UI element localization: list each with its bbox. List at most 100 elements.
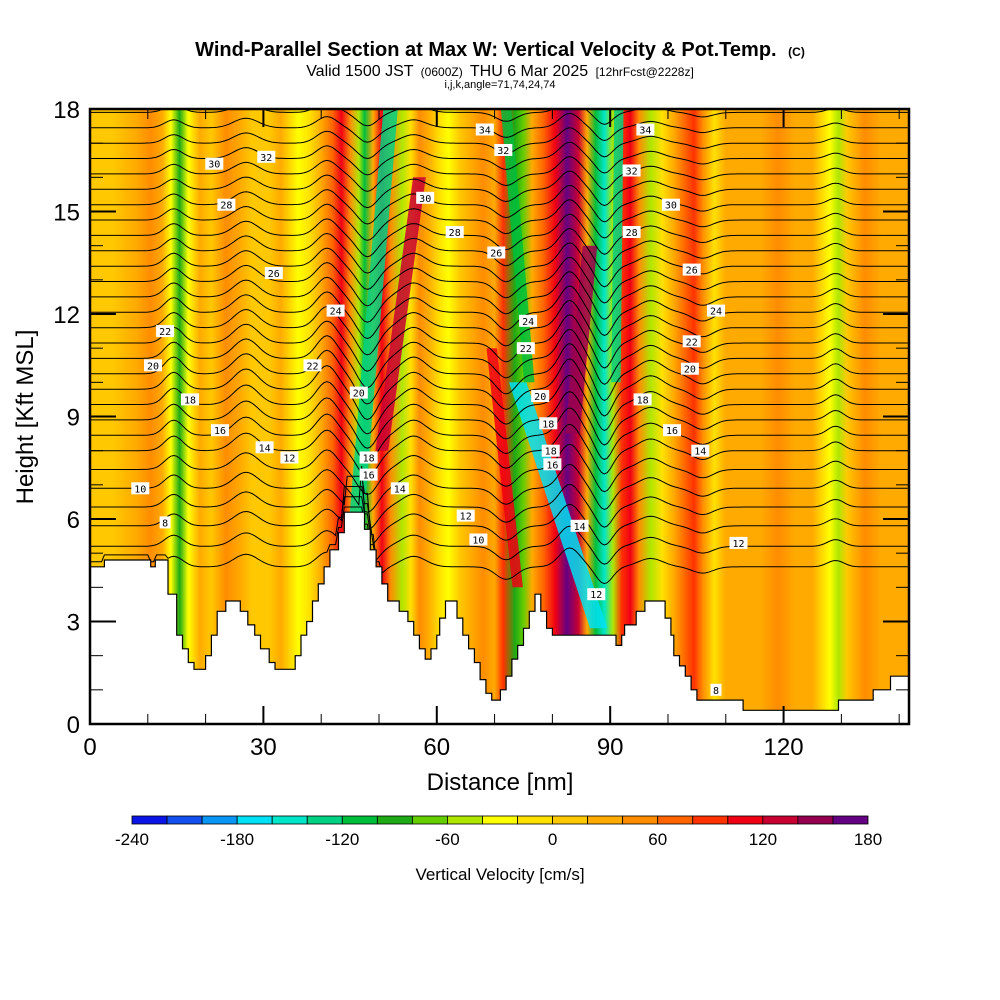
contour-label: 20 xyxy=(680,362,699,376)
contour-label-text: 8 xyxy=(713,686,719,697)
contour-label-bg xyxy=(359,451,378,464)
contour-label: 14 xyxy=(691,444,710,458)
isentrope-line xyxy=(90,112,908,143)
contour-label-text: 12 xyxy=(460,512,472,523)
colorbar-swatch xyxy=(517,815,553,825)
isentrope-line xyxy=(90,156,908,192)
contour-label-text: 24 xyxy=(522,317,534,328)
plot-frame xyxy=(88,107,911,726)
colorbar-title: Vertical Velocity [cm/s] xyxy=(415,865,584,884)
y-tick-label: 6 xyxy=(67,507,80,534)
valid-date: THU 6 Mar 2025 xyxy=(470,63,588,80)
contour-label-bg xyxy=(539,417,558,430)
colorbar-swatch xyxy=(727,815,764,825)
contour-label-text: 28 xyxy=(626,228,638,239)
contour-label-bg xyxy=(280,451,299,464)
contour-label-text: 16 xyxy=(363,471,375,482)
colorbar: -240 -180 -120 -60 0 60 120 180 xyxy=(115,815,882,849)
contour-label-text: 26 xyxy=(490,249,502,260)
contour-label: 26 xyxy=(487,246,506,260)
colorbar-tick-label: 0 xyxy=(548,830,557,849)
isentrope-line xyxy=(90,328,908,389)
contour-label-bg xyxy=(680,362,699,375)
contour-label-text: 12 xyxy=(590,590,602,601)
x-tick-label: 120 xyxy=(764,734,804,761)
contour-label-text: 14 xyxy=(694,447,706,458)
colorbar-tick-label: -60 xyxy=(435,830,460,849)
colorbar-tick-label: -180 xyxy=(220,830,254,849)
contour-label: 30 xyxy=(661,198,680,212)
isentrope-line xyxy=(90,271,908,323)
contour-label: 12 xyxy=(456,509,475,523)
colorbar-swatch xyxy=(166,815,203,825)
section-info: i,j,k,angle=71,74,24,74 xyxy=(444,79,555,91)
downdraft-band xyxy=(500,109,535,383)
contour-label-text: 20 xyxy=(147,361,159,372)
contour-label: 28 xyxy=(622,226,641,239)
contour-label-text: 22 xyxy=(159,327,171,338)
colorbar-tick-label: 120 xyxy=(749,830,777,849)
colorbar-swatch xyxy=(797,815,834,825)
isentrope-line xyxy=(90,358,908,421)
colorbar-swatch xyxy=(657,815,694,825)
contour-label: 8 xyxy=(710,683,722,697)
contour-label-bg xyxy=(205,157,224,170)
colorbar-tick-label: 180 xyxy=(854,830,882,849)
contour-label-text: 32 xyxy=(626,167,638,178)
contour-label-text: 32 xyxy=(260,153,272,164)
isentrope-line xyxy=(90,213,908,258)
valid-prefix: Valid 1500 JST xyxy=(306,63,414,80)
contour-label-bg xyxy=(475,123,494,136)
colorbar-swatch xyxy=(341,815,378,825)
isentrope-line xyxy=(90,343,908,405)
contour-label-bg xyxy=(543,458,562,471)
contour-label-text: 18 xyxy=(363,454,375,465)
contour-label-text: 20 xyxy=(534,392,546,403)
contour-label-bg xyxy=(487,246,506,259)
contour-label-bg xyxy=(633,393,652,406)
x-tick-label: 90 xyxy=(597,734,624,761)
contour-label-bg xyxy=(707,304,725,317)
isentrope-line xyxy=(90,443,908,496)
contour-label-bg xyxy=(390,482,409,495)
isentrope-line xyxy=(90,141,908,176)
colorbar-swatch xyxy=(762,815,799,825)
contour-label: 26 xyxy=(682,263,701,277)
colorbar-swatch xyxy=(271,815,308,825)
contour-label-text: 22 xyxy=(306,361,318,372)
contour-label-bg xyxy=(729,536,748,549)
contour-label: 18 xyxy=(181,393,199,406)
contour-label: 8 xyxy=(159,516,171,529)
contour-label-bg xyxy=(469,533,488,546)
contour-label: 32 xyxy=(257,150,276,164)
contour-label-bg xyxy=(416,191,435,204)
chart-title: Wind-Parallel Section at Max W: Vertical… xyxy=(195,39,805,61)
contour-label: 32 xyxy=(622,164,641,178)
isentrope-line xyxy=(90,486,908,546)
colorbar-swatch xyxy=(376,815,413,825)
contour-label-text: 28 xyxy=(449,228,461,239)
contour-label: 16 xyxy=(211,424,229,437)
contour-label-bg xyxy=(349,386,368,399)
contour-label: 12 xyxy=(729,536,748,550)
contour-label-bg xyxy=(159,516,171,529)
contour-label-text: 24 xyxy=(330,307,342,318)
x-tick-label: 0 xyxy=(83,734,96,761)
title-main: Wind-Parallel Section at Max W: Vertical… xyxy=(195,39,776,61)
contour-label: 28 xyxy=(217,198,236,212)
contour-label-text: 30 xyxy=(665,201,677,212)
contour-label-text: 16 xyxy=(546,460,558,471)
downdraft-band xyxy=(611,109,624,383)
contour-label-text: 10 xyxy=(472,536,484,547)
y-tick-label: 12 xyxy=(53,302,80,329)
contour-label: 22 xyxy=(516,342,535,355)
contour-label-text: 16 xyxy=(214,426,226,437)
isentrope-line xyxy=(90,256,908,307)
contour-label: 28 xyxy=(445,226,464,239)
contour-label-text: 30 xyxy=(419,194,431,205)
contour-label: 10 xyxy=(469,533,488,547)
contour-label-text: 18 xyxy=(545,447,557,458)
x-tick-label: 30 xyxy=(250,734,277,761)
contour-label-text: 22 xyxy=(686,337,698,348)
colorbar-swatch xyxy=(306,815,343,825)
